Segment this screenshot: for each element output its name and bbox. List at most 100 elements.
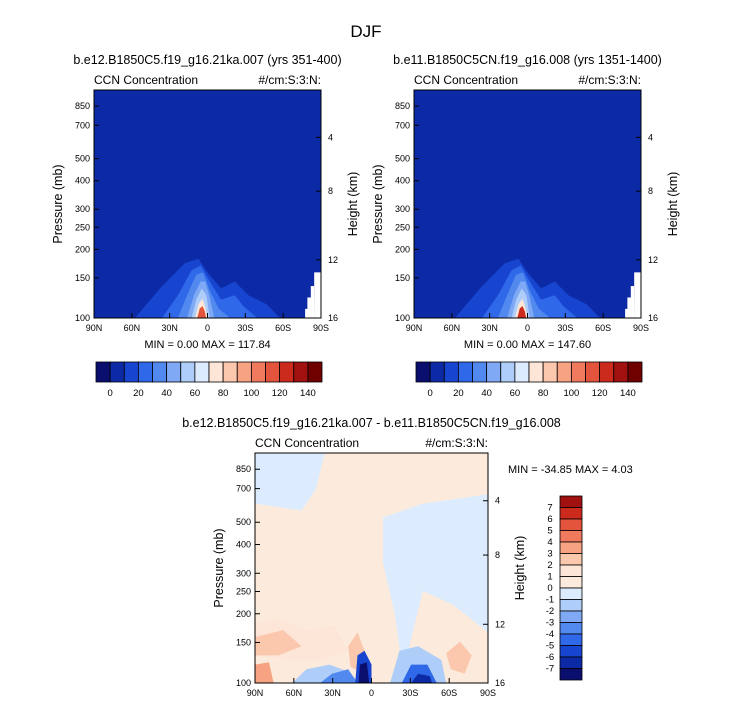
colorbar-box bbox=[599, 361, 615, 383]
colorbar-label: 60 bbox=[190, 388, 201, 399]
colorbar-label: 7 bbox=[547, 503, 552, 514]
units-label: #/cm:S:3:N: bbox=[578, 73, 641, 87]
y-axis-label: Pressure (mb) bbox=[212, 528, 226, 607]
x-tick-label: 30N bbox=[324, 688, 341, 698]
colorbar-box bbox=[443, 361, 459, 383]
y-tick-label: 500 bbox=[75, 154, 90, 164]
colorbar-box bbox=[559, 587, 583, 600]
contour-region-0 bbox=[255, 453, 325, 511]
y-axis-right-label: Height (km) bbox=[346, 172, 360, 237]
y-right-tick-label: 4 bbox=[495, 496, 500, 506]
x-tick-label: 0 bbox=[369, 688, 374, 698]
y-tick-label: 100 bbox=[236, 678, 251, 688]
y-tick-label: 700 bbox=[75, 120, 90, 130]
colorbar-box bbox=[208, 361, 224, 383]
colorbar-label: 100 bbox=[243, 388, 259, 399]
colorbar: 0 20 40 60 80 100 120 140 bbox=[95, 361, 323, 399]
contour-region-6 bbox=[446, 641, 472, 674]
colorbar-box bbox=[559, 518, 583, 531]
colorbar-box bbox=[559, 610, 583, 623]
colorbar-label: -4 bbox=[546, 629, 554, 640]
colorbar-box bbox=[559, 668, 583, 681]
contour-region-4 bbox=[255, 662, 274, 683]
colorbar-box bbox=[585, 361, 601, 383]
contour-level-6 bbox=[517, 306, 527, 318]
colorbar-box bbox=[486, 361, 502, 383]
contour-region-1 bbox=[383, 494, 488, 665]
x-tick-label: 90N bbox=[247, 688, 264, 698]
colorbar-label: 2 bbox=[547, 560, 552, 571]
colorbar-box bbox=[152, 361, 168, 383]
colorbar-label: -1 bbox=[546, 595, 554, 606]
contour-region-3 bbox=[255, 630, 302, 656]
y-axis-label: Pressure (mb) bbox=[371, 164, 385, 243]
x-tick-label: 90S bbox=[633, 323, 649, 333]
colorbar-box bbox=[472, 361, 488, 383]
colorbar-box bbox=[194, 361, 210, 383]
colorbar-label: 0 bbox=[427, 388, 432, 399]
y-right-tick-label: 12 bbox=[495, 619, 505, 629]
panels: b.e12.B1850C5.f19_g16.21ka.007 (yrs 351-… bbox=[51, 53, 680, 698]
colorbar-box bbox=[265, 361, 281, 383]
topography-step-1 bbox=[307, 297, 315, 318]
y-tick-label: 100 bbox=[75, 313, 90, 323]
colorbar-label: 100 bbox=[563, 388, 579, 399]
x-tick-label: 30S bbox=[237, 323, 253, 333]
contour-level-6 bbox=[197, 306, 207, 318]
contour-region-8 bbox=[320, 669, 358, 683]
colorbar-label: 140 bbox=[620, 388, 636, 399]
panel-title: b.e12.B1850C5.f19_g16.21ka.007 - b.e11.B… bbox=[182, 416, 561, 430]
y-tick-label: 700 bbox=[395, 120, 410, 130]
min-max-stats: MIN = 0.00 MAX = 147.60 bbox=[464, 339, 591, 351]
colorbar-box bbox=[559, 507, 583, 520]
x-tick-label: 90N bbox=[86, 323, 103, 333]
colorbar-box bbox=[528, 361, 544, 383]
y-tick-label: 100 bbox=[395, 313, 410, 323]
figure-title: DJF bbox=[350, 22, 381, 41]
topography-step-2 bbox=[305, 308, 315, 318]
units-label: #/cm:S:3:N: bbox=[258, 73, 321, 87]
colorbar-box bbox=[556, 361, 572, 383]
colorbar-box bbox=[559, 656, 583, 669]
y-axis-right-label: Height (km) bbox=[666, 172, 680, 237]
panel-title: b.e12.B1850C5.f19_g16.21ka.007 (yrs 351-… bbox=[73, 53, 341, 67]
colorbar: 0 20 40 60 80 100 120 140 bbox=[415, 361, 643, 399]
colorbar-box bbox=[279, 361, 295, 383]
y-tick-label: 500 bbox=[236, 517, 251, 527]
y-tick-label: 850 bbox=[75, 101, 90, 111]
variable-label: CCN Concentration bbox=[255, 436, 359, 450]
colorbar-box bbox=[307, 361, 323, 383]
x-tick-label: 60N bbox=[124, 323, 141, 333]
panel-title: b.e11.B1850C5CN.f19_g16.008 (yrs 1351-14… bbox=[393, 53, 662, 67]
contour-region-13 bbox=[411, 673, 433, 683]
x-tick-label: 0 bbox=[205, 323, 210, 333]
y-axis-label: Pressure (mb) bbox=[51, 164, 65, 243]
colorbar-box bbox=[559, 599, 583, 612]
colorbar-label: -3 bbox=[546, 618, 554, 629]
colorbar-label: -2 bbox=[546, 606, 554, 617]
y-tick-label: 400 bbox=[236, 540, 251, 550]
y-tick-label: 850 bbox=[236, 464, 251, 474]
contour-field bbox=[94, 90, 321, 318]
y-axis-right-label: Height (km) bbox=[513, 536, 527, 601]
y-tick-label: 300 bbox=[75, 204, 90, 214]
colorbar-box bbox=[559, 645, 583, 658]
colorbar-label: 40 bbox=[161, 388, 172, 399]
colorbar-box bbox=[415, 361, 431, 383]
y-tick-label: 400 bbox=[395, 176, 410, 186]
colorbar-box bbox=[559, 633, 583, 646]
panel-top-left: b.e12.B1850C5.f19_g16.21ka.007 (yrs 351-… bbox=[51, 53, 360, 399]
y-tick-label: 500 bbox=[395, 154, 410, 164]
y-right-tick-label: 16 bbox=[328, 313, 338, 323]
colorbar-box bbox=[429, 361, 445, 383]
contour-field bbox=[255, 453, 488, 683]
colorbar-box bbox=[166, 361, 182, 383]
colorbar-label: -6 bbox=[546, 652, 554, 663]
colorbar-label: 120 bbox=[592, 388, 608, 399]
colorbar-label: 60 bbox=[510, 388, 521, 399]
x-tick-label: 30N bbox=[481, 323, 498, 333]
colorbar-label: 80 bbox=[538, 388, 549, 399]
y-tick-label: 200 bbox=[75, 244, 90, 254]
min-max-stats: MIN = 0.00 MAX = 117.84 bbox=[144, 339, 270, 351]
